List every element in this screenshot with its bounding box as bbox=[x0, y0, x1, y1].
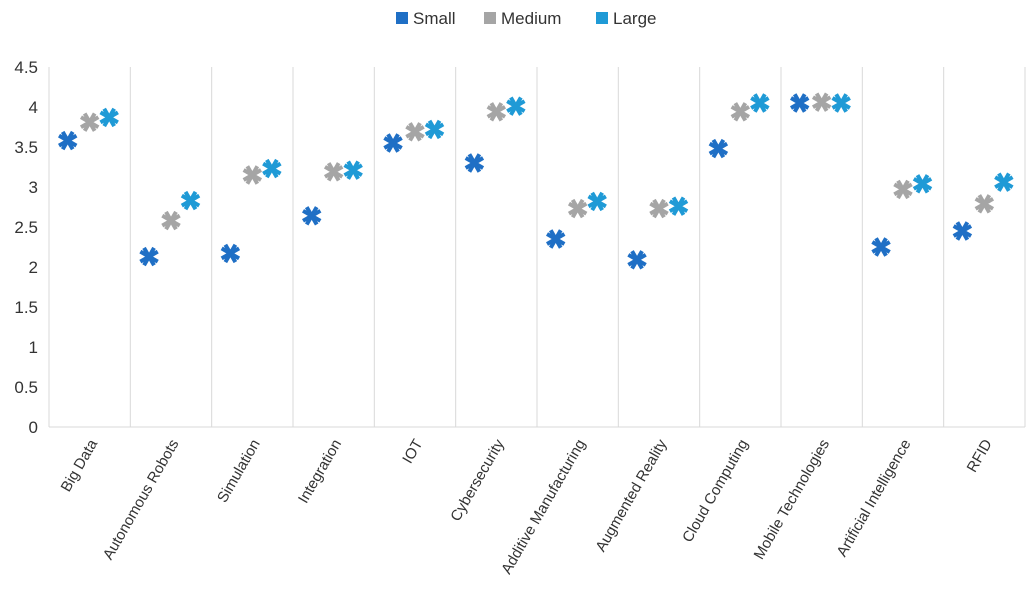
point-large-mobile-technologies bbox=[831, 93, 851, 113]
point-large-cybersecurity bbox=[506, 96, 526, 116]
x-tick-label-iot: IOT bbox=[399, 437, 426, 467]
point-small-iot bbox=[383, 133, 403, 153]
x-tick-label-big-data: Big Data bbox=[58, 436, 102, 495]
point-large-rfid bbox=[994, 172, 1014, 192]
point-small-mobile-technologies bbox=[790, 93, 810, 113]
point-large-iot bbox=[424, 119, 445, 140]
legend-label-small: Small bbox=[413, 9, 456, 28]
x-tick-label-augmented-reality: Augmented Reality bbox=[592, 436, 670, 555]
legend: Small Medium Large bbox=[396, 9, 656, 28]
y-tick-label: 4.5 bbox=[14, 58, 38, 77]
point-large-autonomous-robots bbox=[180, 190, 201, 211]
point-small-additive-manufacturing bbox=[546, 229, 566, 249]
point-medium-rfid bbox=[974, 194, 995, 214]
point-medium-artificial-intelligence bbox=[893, 179, 913, 200]
y-tick-label: 0.5 bbox=[14, 378, 38, 397]
point-medium-autonomous-robots bbox=[161, 210, 181, 231]
point-small-cybersecurity bbox=[464, 153, 485, 173]
x-tick-label-cloud-computing: Cloud Computing bbox=[679, 437, 752, 546]
point-medium-mobile-technologies bbox=[811, 92, 832, 112]
point-small-augmented-reality bbox=[627, 250, 647, 270]
legend-swatch-small bbox=[396, 12, 408, 24]
point-large-additive-manufacturing bbox=[587, 191, 607, 212]
point-small-big-data bbox=[58, 130, 78, 151]
data-points bbox=[58, 92, 1014, 270]
point-medium-additive-manufacturing bbox=[567, 198, 588, 219]
point-medium-integration bbox=[323, 162, 344, 182]
x-tick-label-additive-manufacturing: Additive Manufacturing bbox=[498, 437, 589, 578]
y-tick-label: 2 bbox=[29, 258, 38, 277]
legend-swatch-medium bbox=[484, 12, 496, 24]
y-tick-label: 3 bbox=[29, 178, 38, 197]
y-tick-label: 3.5 bbox=[14, 138, 38, 157]
x-tick-label-autonomous-robots: Autonomous Robots bbox=[100, 437, 183, 563]
x-tick-label-rfid: RFID bbox=[964, 436, 996, 475]
point-large-augmented-reality bbox=[668, 196, 689, 216]
point-small-autonomous-robots bbox=[139, 246, 159, 267]
x-tick-label-cybersecurity: Cybersecurity bbox=[447, 436, 508, 524]
point-large-integration bbox=[343, 160, 363, 180]
point-medium-cybersecurity bbox=[486, 102, 507, 122]
point-large-cloud-computing bbox=[750, 93, 770, 113]
y-tick-label: 0 bbox=[29, 418, 38, 437]
legend-label-medium: Medium bbox=[501, 9, 561, 28]
point-large-artificial-intelligence bbox=[912, 174, 933, 194]
legend-label-large: Large bbox=[613, 9, 656, 28]
point-small-simulation bbox=[220, 243, 241, 264]
point-small-integration bbox=[302, 206, 322, 226]
y-tick-label: 1 bbox=[29, 338, 38, 357]
y-tick-label: 2.5 bbox=[14, 218, 38, 237]
point-large-big-data bbox=[99, 107, 119, 128]
y-tick-label: 1.5 bbox=[14, 298, 38, 317]
category-separators bbox=[48, 67, 1026, 427]
point-large-simulation bbox=[262, 158, 282, 179]
y-axis-tick-labels: 0 0.5 1 1.5 2 2.5 3 3.5 4 4.5 bbox=[14, 58, 38, 437]
x-tick-label-integration: Integration bbox=[295, 437, 345, 507]
point-medium-iot bbox=[405, 122, 425, 142]
point-medium-cloud-computing bbox=[730, 102, 751, 122]
point-small-artificial-intelligence bbox=[871, 237, 891, 257]
point-medium-augmented-reality bbox=[649, 198, 669, 219]
x-tick-label-simulation: Simulation bbox=[214, 437, 264, 506]
point-small-rfid bbox=[952, 221, 973, 241]
x-tick-label-artificial-intelligence: Artificial Intelligence bbox=[833, 437, 914, 560]
point-medium-simulation bbox=[242, 165, 263, 185]
y-tick-label: 4 bbox=[29, 98, 38, 117]
point-medium-big-data bbox=[79, 112, 100, 132]
point-small-cloud-computing bbox=[708, 138, 729, 159]
x-tick-label-mobile-technologies: Mobile Technologies bbox=[751, 437, 834, 563]
legend-swatch-large bbox=[596, 12, 608, 24]
